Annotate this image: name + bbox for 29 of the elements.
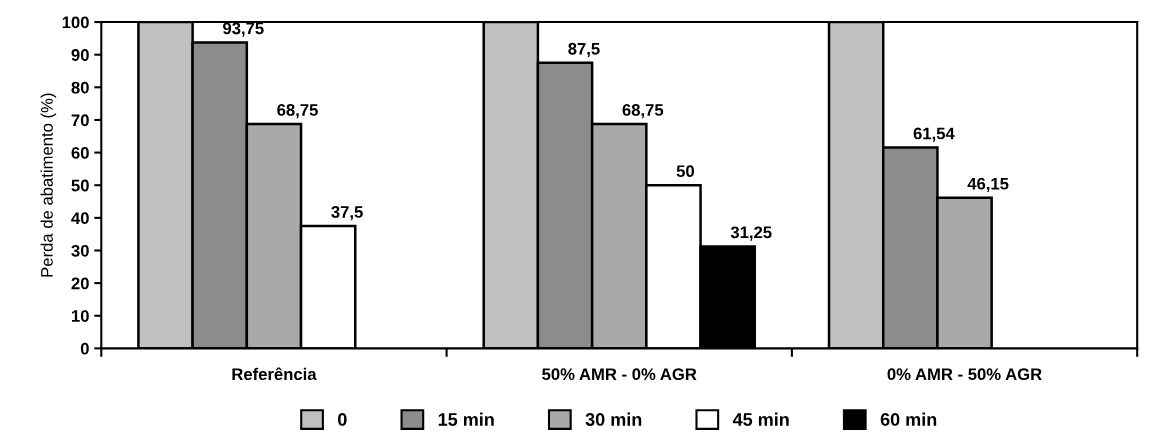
data-label: 68,75 — [622, 104, 664, 119]
data-label: 68,75 — [277, 104, 318, 119]
y-tick-label: 30 — [71, 244, 89, 257]
x-tick-label: 0% AMR - 50% AGR — [887, 368, 1042, 381]
x-tick-label: Referência — [232, 367, 317, 381]
data-label: 50 — [676, 165, 695, 178]
legend-label: 30 min — [585, 412, 642, 426]
legend-label: 0 — [338, 413, 347, 426]
y-tick-label: 60 — [71, 146, 89, 159]
data-label: 46,15 — [967, 177, 1009, 193]
y-tick-label: 70 — [71, 114, 89, 127]
y-axis-title: Perda de abatimento (%) — [40, 93, 57, 277]
y-tick-label: 40 — [71, 212, 89, 225]
y-tick-label: 10 — [72, 310, 89, 322]
legend-label: 45 min — [732, 412, 789, 426]
y-tick-label: 0 — [80, 342, 89, 355]
x-tick-label: 50% AMR - 0% AGR — [542, 368, 697, 381]
legend-label: 15 min — [438, 412, 494, 426]
data-label: 31,25 — [730, 226, 772, 241]
legend-label: 60 min — [880, 412, 937, 426]
data-label: 61,54 — [913, 127, 955, 142]
data-label: 37,5 — [331, 206, 363, 221]
y-tick-label: 90 — [71, 49, 89, 61]
data-label: 87,5 — [568, 42, 600, 58]
y-tick-label: 80 — [71, 81, 89, 94]
y-tick-label: 100 — [62, 16, 89, 29]
y-tick-label: 50 — [71, 179, 89, 192]
y-tick-label: 20 — [71, 277, 89, 290]
data-label: 93,75 — [223, 22, 264, 37]
